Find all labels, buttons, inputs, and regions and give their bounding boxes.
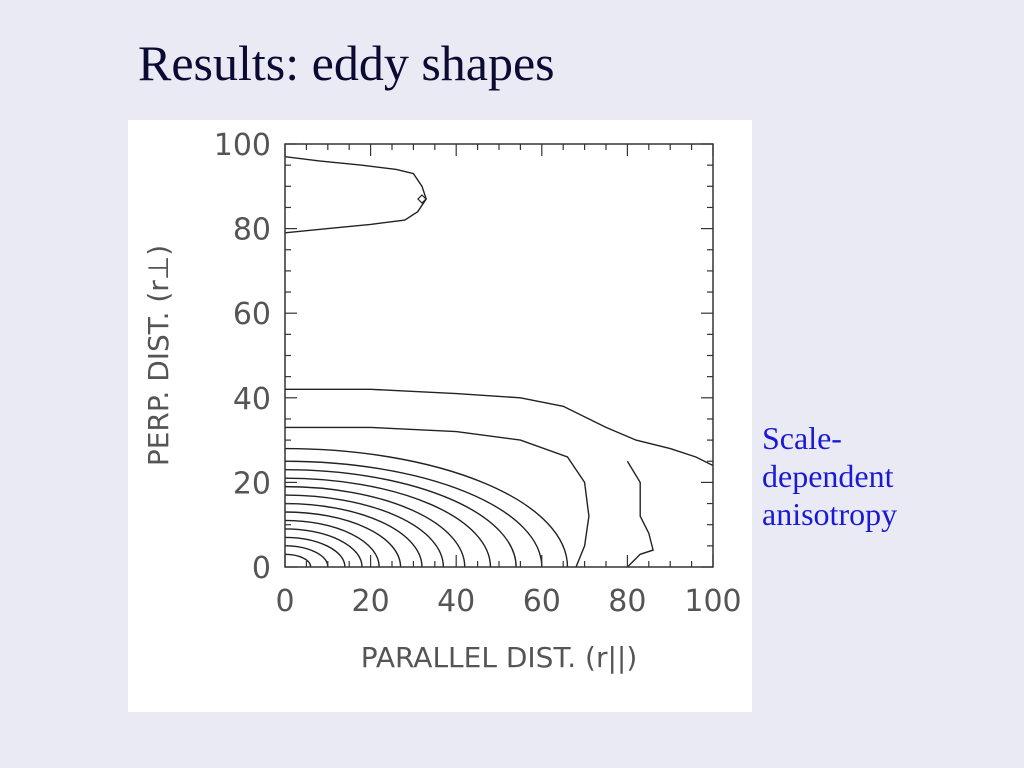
contour-line: [285, 536, 346, 567]
plot-frame: [284, 143, 714, 568]
contour-line: [285, 460, 543, 567]
x-tick-label: 60: [523, 584, 561, 619]
contour-line: [285, 469, 517, 567]
contour-line: [285, 519, 380, 567]
contour-line: [285, 485, 466, 567]
contour-line: [285, 426, 590, 567]
x-tick-label: 100: [684, 584, 741, 619]
contour-plot: 0 20 40 60 80 100 0 20 40 60 80 100 PARALLEL DIST. (…: [142, 128, 742, 674]
contour-line: [285, 545, 329, 567]
y-axis-label: PERP. DIST. (r⊥): [142, 245, 175, 466]
x-tick-label: 40: [437, 584, 475, 619]
contour-line: [285, 388, 713, 467]
contour-line: [626, 460, 654, 567]
side-note: Scale- dependent anisotropy: [762, 420, 962, 533]
contour-line: [285, 553, 312, 567]
contour-line: [285, 511, 402, 567]
x-tick-label: 20: [352, 584, 390, 619]
contour-line: [285, 502, 423, 567]
contour-plot-panel: 0 20 40 60 80 100 0 20 40 60 80 100 PARALLEL DIST. (…: [128, 120, 752, 712]
side-note-line: anisotropy: [762, 495, 898, 532]
contour-line: [285, 447, 569, 567]
y-tick-label: 20: [233, 466, 271, 501]
contour-line: [285, 528, 363, 567]
y-tick-label: 0: [252, 551, 271, 586]
side-note-line: Scale-: [762, 420, 842, 456]
y-tick-label: 100: [214, 128, 271, 163]
contour-line: [285, 494, 445, 567]
island-contour: [285, 156, 427, 234]
slide-title: Results: eddy shapes: [138, 35, 555, 91]
y-tick-label: 40: [233, 382, 271, 417]
y-tick-label: 60: [233, 297, 271, 332]
x-axis-label: PARALLEL DIST. (r||): [361, 641, 638, 674]
x-tick-label: 80: [608, 584, 646, 619]
contour-line: [285, 477, 492, 567]
x-tick-label: 0: [275, 584, 294, 619]
y-tick-label: 80: [233, 213, 271, 248]
contour-marker: [417, 194, 427, 204]
side-note-line: dependent: [762, 457, 894, 494]
